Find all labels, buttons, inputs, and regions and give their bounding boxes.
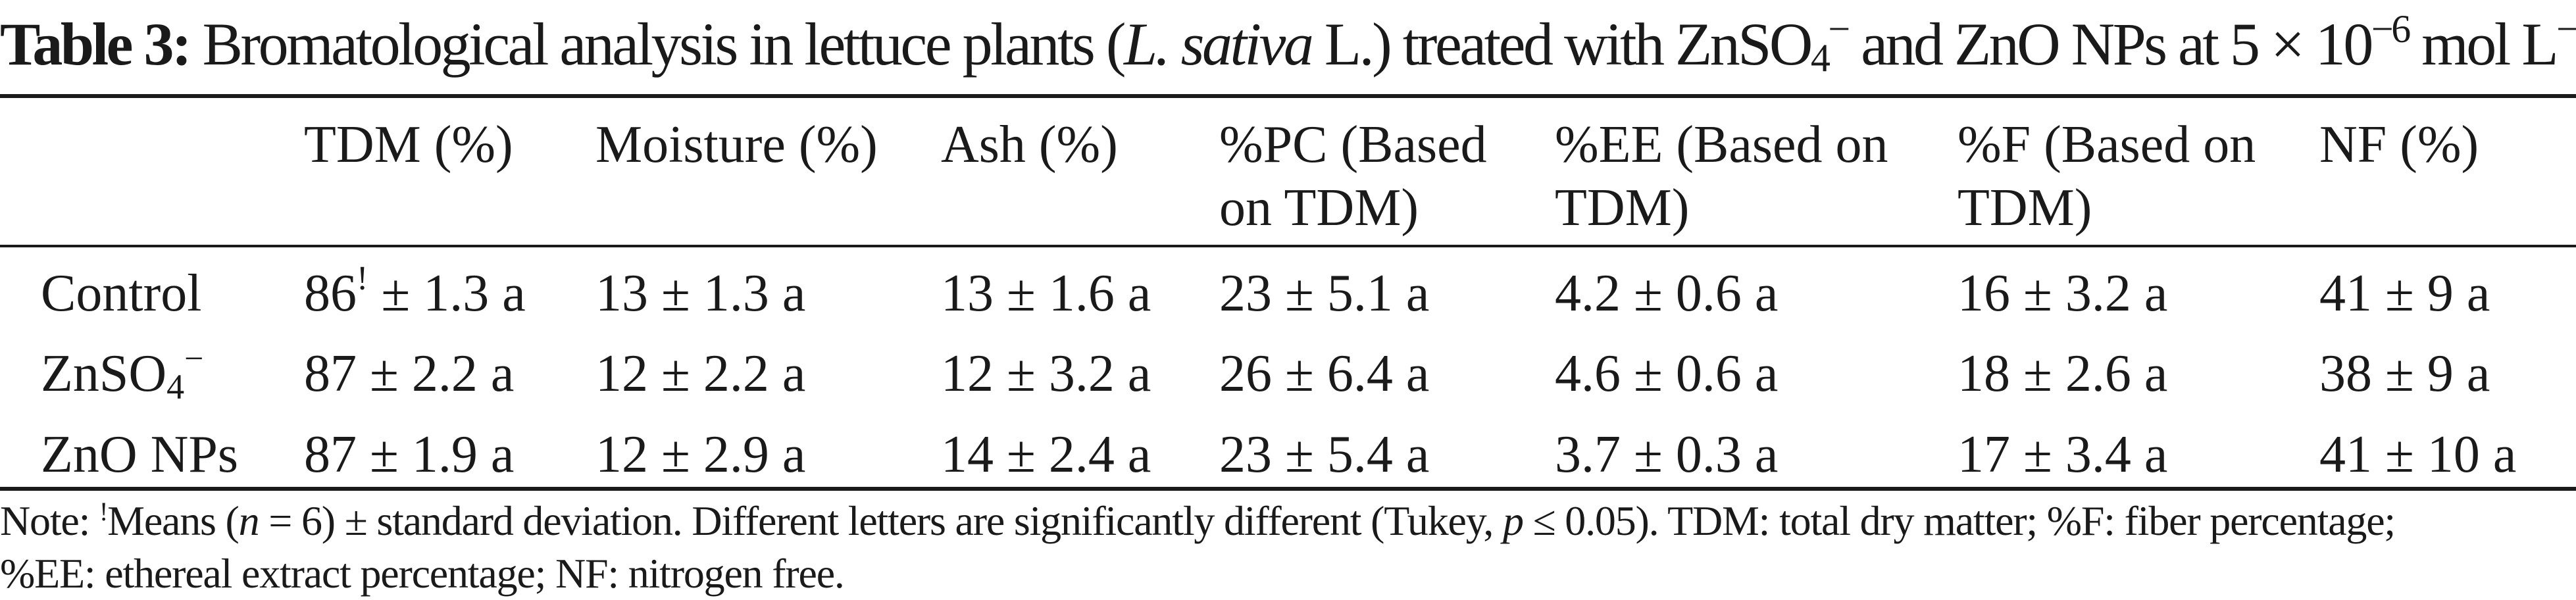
- row-label: Control: [41, 264, 202, 322]
- column-header-pc: %PC (Based: [1219, 116, 1487, 174]
- caption-text: mol L: [2408, 11, 2558, 78]
- caption-text: Bromatological analysis in lettuce plant…: [189, 11, 1126, 78]
- column-header-ash: Ash (%): [941, 116, 1118, 174]
- column-header-tdm: TDM (%): [304, 116, 513, 174]
- column-header-ee: %EE (Based on: [1555, 116, 1888, 174]
- row-label-subscript: 4: [166, 367, 185, 407]
- table-bottom-rule: [0, 487, 2576, 491]
- column-header-nf: NF (%): [2319, 116, 2479, 174]
- cell-nf: 41 ± 9 a: [2319, 264, 2490, 322]
- cell-ee: 4.6 ± 0.6 a: [1555, 345, 1779, 403]
- cell-value: ± 1.3 a: [368, 264, 526, 322]
- cell-nf: 38 ± 9 a: [2319, 345, 2490, 403]
- row-label-superscript: −: [184, 340, 204, 378]
- note-variable: n: [238, 497, 260, 544]
- table-header-rule: [0, 245, 2576, 247]
- cell-tdm: 86! ± 1.3 a: [304, 262, 526, 325]
- caption-superscript: −: [1828, 7, 1850, 51]
- cell-f: 17 ± 3.4 a: [1957, 426, 2168, 484]
- cell-moisture: 13 ± 1.3 a: [595, 264, 806, 322]
- footnote-marker: !: [99, 497, 108, 526]
- cell-f: 18 ± 2.6 a: [1957, 345, 2168, 403]
- table-label: Table 3:: [0, 11, 192, 78]
- row-label-text: ZnSO: [41, 345, 167, 403]
- cell-ash: 12 ± 3.2 a: [941, 345, 1151, 403]
- column-header-moisture: Moisture (%): [595, 116, 878, 174]
- caption-text: L.) treated with ZnSO: [1311, 11, 1813, 78]
- column-header-pc-line2: on TDM): [1219, 179, 1419, 237]
- note-prefix: Note:: [0, 497, 99, 544]
- cell-pc: 23 ± 5.4 a: [1219, 426, 1430, 484]
- caption-species: L. sativa: [1123, 11, 1314, 78]
- cell-ash: 14 ± 2.4 a: [941, 426, 1151, 484]
- cell-value: 86: [304, 264, 357, 322]
- cell-moisture: 12 ± 2.2 a: [595, 345, 806, 403]
- row-label: ZnO NPs: [41, 426, 239, 484]
- note-text: = 6) ± standard deviation. Different let…: [259, 497, 1503, 544]
- table-top-rule: [0, 94, 2576, 98]
- note-text: Means (: [107, 497, 240, 544]
- cell-ee: 3.7 ± 0.3 a: [1555, 426, 1779, 484]
- caption-text: and ZnO NPs at 5 × 10: [1848, 11, 2373, 78]
- cell-pc: 26 ± 6.4 a: [1219, 345, 1430, 403]
- cell-ee: 4.2 ± 0.6 a: [1555, 264, 1779, 322]
- footnote-marker: !: [357, 260, 368, 297]
- note-line-2: %EE: ethereal extract percentage; NF: ni…: [0, 550, 845, 597]
- column-header-ee-line2: TDM): [1555, 179, 1690, 237]
- cell-nf: 41 ± 10 a: [2319, 426, 2517, 484]
- table-note: Note: !Means (n = 6) ± standard deviatio…: [0, 495, 2576, 600]
- column-header-f-line2: TDM): [1957, 179, 2092, 237]
- caption-superscript: −1: [2556, 7, 2576, 51]
- cell-tdm: 87 ± 2.2 a: [304, 345, 515, 403]
- caption-superscript: −6: [2371, 7, 2411, 51]
- cell-tdm: 87 ± 1.9 a: [304, 426, 515, 484]
- cell-moisture: 12 ± 2.9 a: [595, 426, 806, 484]
- cell-ash: 13 ± 1.6 a: [941, 264, 1151, 322]
- table-caption: Table 3: Bromatological analysis in lett…: [0, 1, 2576, 93]
- caption-subscript: 4: [1810, 36, 1831, 80]
- cell-pc: 23 ± 5.1 a: [1219, 264, 1430, 322]
- cell-f: 16 ± 3.2 a: [1957, 264, 2168, 322]
- note-line-1: Note: !Means (n = 6) ± standard deviatio…: [0, 495, 2576, 547]
- row-label: ZnSO4−: [41, 342, 203, 405]
- note-variable: p: [1502, 497, 1524, 544]
- column-header-f: %F (Based on: [1957, 116, 2256, 174]
- note-text: ≤ 0.05). TDM: total dry matter; %F: fibe…: [1523, 497, 2396, 544]
